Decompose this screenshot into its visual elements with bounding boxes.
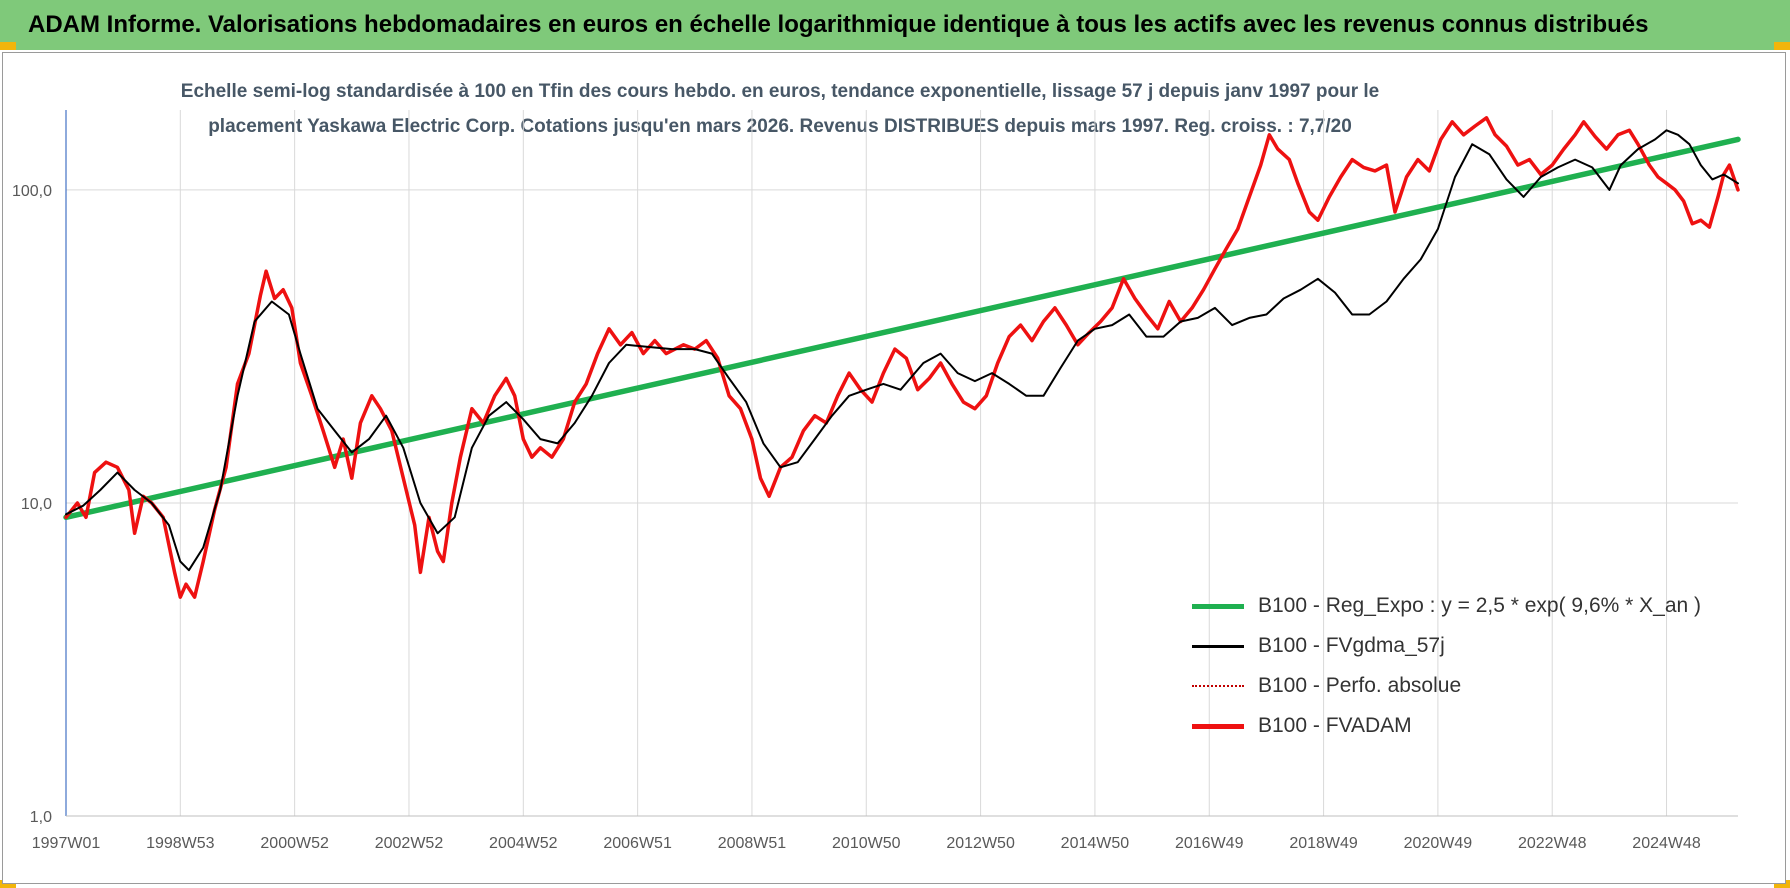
chart-legend: B100 - Reg_Expo : y = 2,5 * exp( 9,6% * … (1192, 586, 1752, 746)
x-tick-label: 2022W48 (1518, 835, 1587, 852)
x-tick-label: 2010W50 (832, 835, 901, 852)
x-tick-label: 2016W49 (1175, 835, 1244, 852)
legend-item-smooth: B100 - FVgdma_57j (1192, 626, 1752, 666)
chart-title-line: Echelle semi-log standardisée à 100 en T… (180, 81, 1380, 102)
legend-item-trend: B100 - Reg_Expo : y = 2,5 * exp( 9,6% * … (1192, 586, 1752, 626)
x-tick-label: 2002W52 (375, 835, 444, 852)
y-tick-label: 10,0 (21, 496, 52, 513)
smoothed-line (65, 129, 1739, 572)
chart-title-line: placement Yaskawa Electric Corp. Cotatio… (208, 116, 1352, 137)
legend-item-absolute: B100 - Perfo. absolue (1192, 666, 1752, 706)
x-tick-label: 2024W48 (1632, 835, 1701, 852)
legend-swatch-absolute (1192, 685, 1244, 687)
legend-item-adam: B100 - FVADAM (1192, 706, 1752, 746)
x-tick-label: 2018W49 (1289, 835, 1358, 852)
adam-line (64, 116, 1740, 599)
x-tick-label: 2000W52 (260, 835, 329, 852)
x-tick-label: 1997W01 (32, 835, 101, 852)
corner-mark (0, 42, 16, 50)
x-tick-label: 2006W51 (603, 835, 672, 852)
legend-swatch-adam (1192, 723, 1244, 729)
corner-mark (1774, 880, 1790, 888)
legend-label-absolute: B100 - Perfo. absolue (1258, 674, 1462, 697)
chart-frame (2, 52, 1786, 884)
legend-label-trend: B100 - Reg_Expo : y = 2,5 * exp( 9,6% * … (1258, 594, 1702, 617)
x-tick-label: 2008W51 (718, 835, 787, 852)
x-tick-label: 1998W53 (146, 835, 215, 852)
corner-mark (1774, 42, 1790, 50)
y-tick-label: 100,0 (12, 183, 52, 200)
x-tick-label: 2020W49 (1404, 835, 1473, 852)
trend-line (63, 136, 1741, 521)
y-tick-label: 1,0 (30, 809, 52, 826)
chart-title: Echelle semi-log standardisée à 100 en T… (140, 74, 1420, 144)
x-tick-label: 2004W52 (489, 835, 558, 852)
legend-label-smooth: B100 - FVgdma_57j (1258, 634, 1445, 657)
corner-mark (0, 880, 16, 888)
x-tick-label: 2014W50 (1061, 835, 1130, 852)
legend-swatch-trend (1192, 603, 1244, 609)
legend-label-adam: B100 - FVADAM (1258, 714, 1412, 737)
report-title: ADAM Informe. Valorisations hebdomadaire… (28, 11, 1649, 38)
report-banner: ADAM Informe. Valorisations hebdomadaire… (0, 0, 1790, 50)
legend-swatch-smooth (1192, 644, 1244, 648)
x-tick-label: 2012W50 (946, 835, 1015, 852)
